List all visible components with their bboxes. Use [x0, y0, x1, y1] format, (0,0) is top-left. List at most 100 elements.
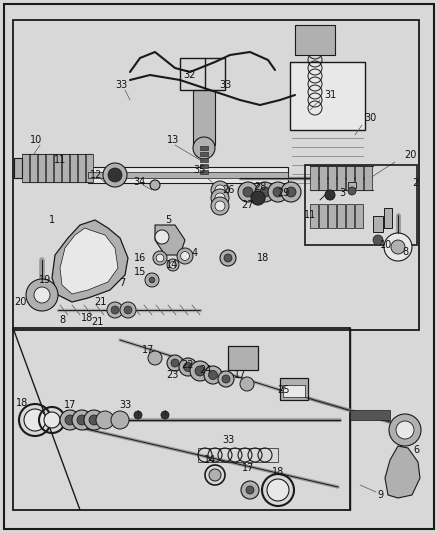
Circle shape [224, 254, 232, 262]
Text: 33: 33 [115, 80, 127, 90]
Bar [310, 166, 318, 190]
Bar [337, 204, 345, 228]
Circle shape [384, 233, 412, 261]
Circle shape [220, 250, 236, 266]
Bar [200, 152, 208, 156]
Circle shape [389, 414, 421, 446]
Bar [228, 346, 258, 370]
Circle shape [179, 358, 197, 376]
Polygon shape [385, 446, 420, 498]
Bar [88, 172, 288, 178]
Text: 34: 34 [133, 177, 145, 187]
Text: 7: 7 [119, 278, 125, 288]
Circle shape [260, 187, 270, 197]
Bar [350, 410, 390, 420]
Circle shape [34, 287, 50, 303]
Circle shape [211, 197, 229, 215]
Circle shape [241, 481, 259, 499]
Circle shape [155, 230, 169, 244]
Text: 13: 13 [167, 135, 179, 145]
Circle shape [171, 359, 179, 367]
Text: 18: 18 [81, 313, 93, 323]
Circle shape [77, 415, 87, 425]
Circle shape [124, 306, 132, 314]
Text: 33: 33 [222, 435, 234, 445]
Bar [62, 154, 69, 182]
Bar [198, 448, 278, 462]
Circle shape [396, 421, 414, 439]
Text: 30: 30 [364, 113, 376, 123]
Text: 9: 9 [377, 490, 383, 500]
Circle shape [44, 412, 60, 428]
Text: 18: 18 [257, 253, 269, 263]
Circle shape [111, 411, 129, 429]
Circle shape [215, 201, 225, 211]
Text: 32: 32 [184, 70, 196, 80]
Text: 2: 2 [412, 178, 418, 188]
Text: 11: 11 [304, 210, 316, 220]
Bar [319, 204, 327, 228]
Circle shape [65, 415, 75, 425]
Circle shape [108, 168, 122, 182]
Text: 3: 3 [339, 188, 345, 198]
Text: 15: 15 [134, 267, 146, 277]
Bar [38, 154, 45, 182]
Bar [355, 204, 363, 228]
Circle shape [246, 486, 254, 494]
Text: 23: 23 [166, 370, 178, 380]
Text: 29: 29 [277, 188, 289, 198]
Circle shape [325, 190, 335, 200]
Bar [295, 25, 335, 55]
Circle shape [251, 191, 265, 205]
Text: 18: 18 [272, 467, 284, 477]
Text: 24: 24 [199, 365, 211, 375]
Text: 17: 17 [64, 400, 76, 410]
Text: 8: 8 [59, 315, 65, 325]
Circle shape [26, 279, 58, 311]
Circle shape [170, 262, 177, 268]
Circle shape [209, 469, 221, 481]
Bar [355, 166, 363, 190]
Text: 35: 35 [194, 165, 206, 175]
Circle shape [267, 479, 289, 501]
Circle shape [153, 251, 167, 265]
Bar [13, 20, 419, 330]
Circle shape [204, 366, 222, 384]
Text: 17: 17 [142, 345, 154, 355]
Circle shape [218, 371, 234, 387]
Circle shape [111, 306, 119, 314]
Bar [180, 58, 225, 90]
Circle shape [60, 410, 80, 430]
Bar [54, 154, 61, 182]
Bar [337, 166, 345, 190]
Text: 22: 22 [182, 360, 194, 370]
Circle shape [391, 240, 405, 254]
Circle shape [156, 254, 164, 262]
Circle shape [373, 235, 383, 245]
Bar [200, 158, 208, 162]
Bar [14, 158, 22, 178]
Circle shape [211, 181, 229, 199]
Text: 26: 26 [222, 185, 234, 195]
Circle shape [96, 411, 114, 429]
Bar [290, 62, 365, 130]
Circle shape [149, 277, 155, 283]
Bar [200, 146, 208, 150]
Circle shape [286, 187, 296, 197]
Circle shape [281, 182, 301, 202]
Circle shape [148, 351, 162, 365]
Bar [70, 154, 77, 182]
Bar [193, 90, 215, 145]
Bar [310, 204, 318, 228]
Circle shape [348, 187, 356, 195]
Bar [346, 166, 354, 190]
Text: 33: 33 [219, 80, 231, 90]
Bar [346, 204, 354, 228]
Text: 20: 20 [404, 150, 416, 160]
Circle shape [150, 180, 160, 190]
Polygon shape [155, 225, 185, 255]
Text: 11: 11 [54, 155, 66, 165]
Circle shape [107, 302, 123, 318]
Bar [30, 154, 37, 182]
Text: 21: 21 [91, 317, 103, 327]
